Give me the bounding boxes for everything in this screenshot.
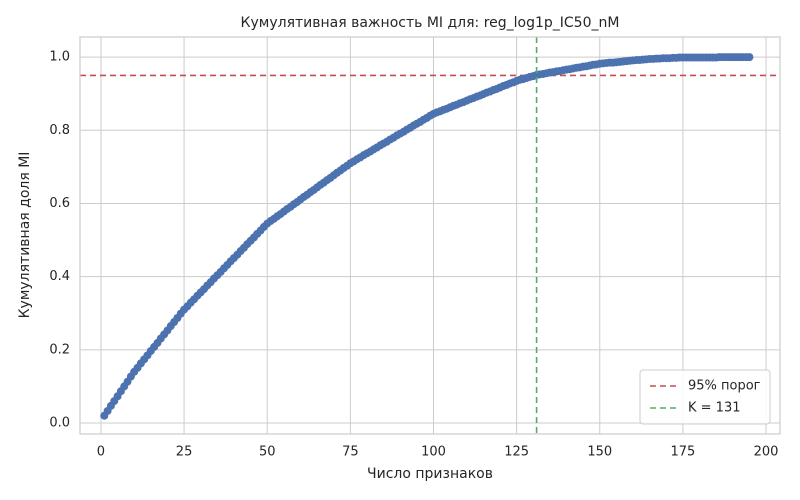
x-tick-label: 50 — [259, 445, 276, 460]
x-tick-label: 25 — [176, 445, 193, 460]
y-axis-label: Кумулятивная доля MI — [17, 152, 33, 319]
y-tick-label: 0.8 — [49, 123, 70, 138]
x-tick-label: 75 — [342, 445, 359, 460]
y-tick-label: 0.6 — [49, 196, 70, 211]
x-tick-label: 175 — [670, 445, 695, 460]
legend-label: K = 131 — [688, 401, 741, 416]
plot-background — [80, 37, 780, 434]
x-tick-label: 0 — [97, 445, 105, 460]
x-tick-label: 125 — [504, 445, 529, 460]
x-tick-label: 200 — [754, 445, 779, 460]
x-tick-label: 150 — [587, 445, 612, 460]
y-tick-label: 0.4 — [49, 269, 70, 284]
plot-area: 0 25 50 75 100 125 150 175 200 0.0 0.2 0.4 0.6 0.8 1.0… — [49, 36, 781, 460]
legend: 95% порог K = 131 — [639, 369, 771, 425]
legend-label: 95% порог — [688, 379, 761, 394]
chart-title: Кумулятивная важность MI для: reg_log1p_… — [241, 15, 620, 31]
y-tick-label: 1.0 — [49, 50, 70, 65]
y-tick-label: 0.0 — [49, 416, 70, 431]
data-point — [745, 53, 754, 62]
x-tick-label: 100 — [421, 445, 446, 460]
x-axis-label: Число признаков — [367, 466, 493, 482]
y-tick-label: 0.2 — [49, 342, 70, 357]
plot-frame — [79, 36, 781, 435]
legend-box — [639, 369, 771, 425]
